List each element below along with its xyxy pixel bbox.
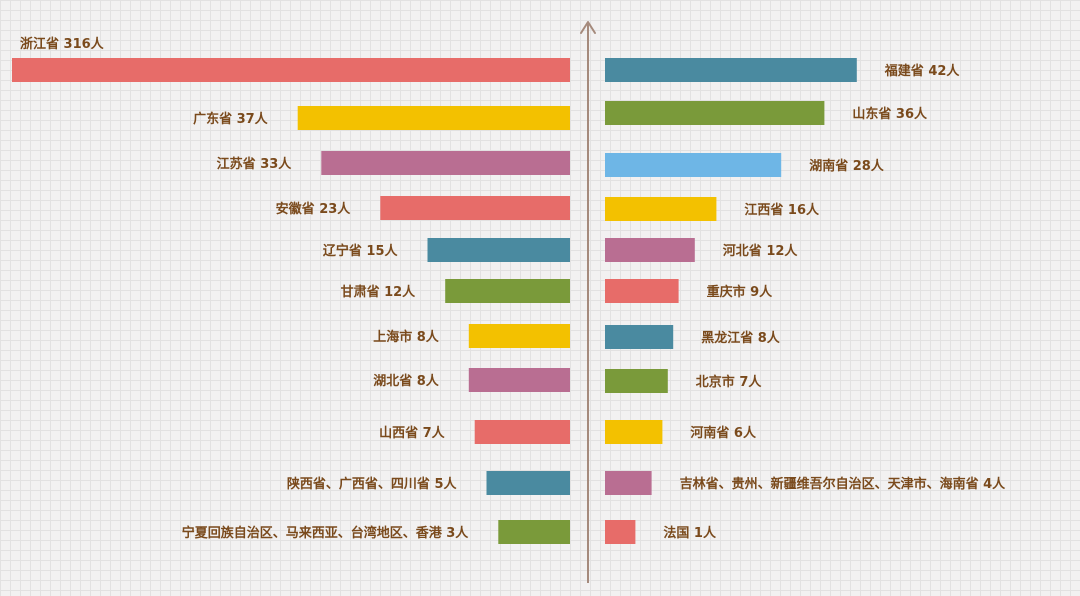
bar-right-1: [605, 101, 825, 125]
right-bars: [605, 58, 857, 544]
bar-label-left-8: 山西省 7人: [379, 425, 446, 441]
bar-label-left-6: 上海市 8人: [373, 329, 440, 345]
bar-label-right-5: 重庆市 9人: [707, 284, 774, 300]
bar-label-right-6: 黑龙江省 8人: [701, 330, 781, 346]
bar-right-9: [605, 471, 652, 495]
bar-right-6: [605, 325, 674, 349]
bar-label-right-0: 福建省 42人: [884, 63, 961, 79]
bar-label-right-8: 河南省 6人: [690, 425, 757, 441]
bar-label-left-5: 甘肃省 12人: [341, 284, 417, 300]
bar-right-2: [605, 153, 782, 177]
bar-left-0: [12, 58, 570, 82]
bar-label-left-0: 浙江省 316人: [20, 36, 105, 52]
bar-label-left-1: 广东省 37人: [193, 111, 269, 127]
bar-label-left-9: 陕西省、广西省、四川省 5人: [287, 476, 458, 492]
bar-left-7: [468, 368, 570, 392]
bar-label-right-7: 北京市 7人: [696, 374, 763, 390]
bar-left-1: [297, 106, 570, 130]
bar-label-right-2: 湖南省 28人: [809, 158, 885, 174]
bar-label-left-7: 湖北省 8人: [373, 373, 440, 389]
bar-left-6: [468, 324, 570, 348]
left-bars: [12, 58, 570, 544]
bar-left-3: [380, 196, 570, 220]
bar-label-left-10: 宁夏回族自治区、马来西亚、台湾地区、香港 3人: [182, 525, 470, 541]
bar-right-8: [605, 420, 663, 444]
bar-label-right-9: 吉林省、贵州、新疆维吾尔自治区、天津市、海南省 4人: [680, 476, 1007, 492]
bar-left-5: [445, 279, 570, 303]
bar-left-2: [321, 151, 570, 175]
bar-right-4: [605, 238, 695, 262]
bar-left-4: [427, 238, 570, 262]
bar-right-7: [605, 369, 668, 393]
bar-label-right-1: 山东省 36人: [852, 106, 928, 122]
bar-label-left-4: 辽宁省 15人: [323, 243, 399, 259]
axis-arrow-icon: [580, 21, 596, 34]
bar-right-10: [605, 520, 636, 544]
bar-label-left-3: 安徽省 23人: [276, 201, 352, 217]
bar-label-left-2: 江苏省 33人: [217, 156, 293, 172]
bar-left-10: [498, 520, 570, 544]
bar-left-9: [486, 471, 570, 495]
center-axis: [580, 21, 596, 583]
bar-label-right-3: 江西省 16人: [744, 202, 820, 218]
bar-right-5: [605, 279, 679, 303]
bar-label-right-4: 河北省 12人: [723, 243, 799, 259]
bar-left-8: [474, 420, 570, 444]
bar-right-3: [605, 197, 717, 221]
bar-right-0: [605, 58, 857, 82]
bar-label-right-10: 法国 1人: [663, 525, 717, 541]
